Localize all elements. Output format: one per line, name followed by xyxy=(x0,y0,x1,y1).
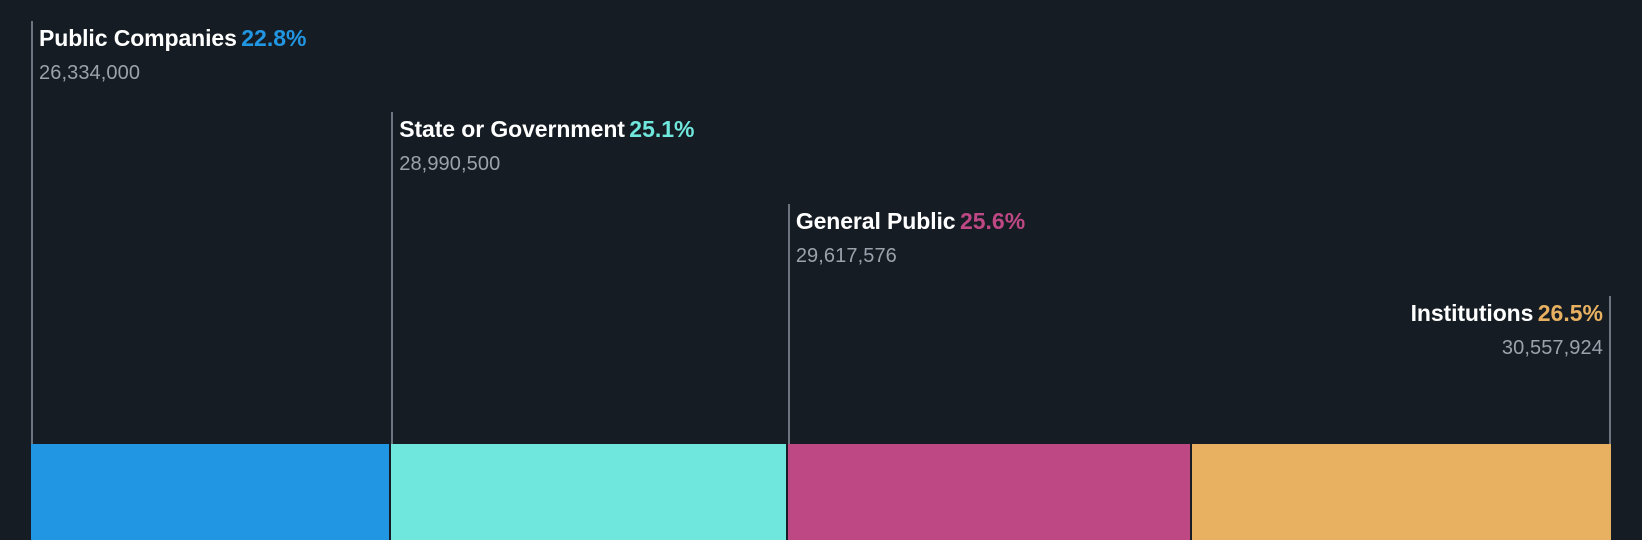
segment-value: 30,557,924 xyxy=(1501,337,1603,359)
segment-group-institutions[interactable]: Institutions 26.5% 30,557,924 xyxy=(1192,0,1611,540)
segment-label-public-companies: Public Companies 22.8% 26,334,000 xyxy=(39,25,307,84)
segment-value: 29,617,576 xyxy=(795,245,897,267)
segment-name: Institutions xyxy=(1410,300,1534,326)
segment-label-state-or-government: State or Government 25.1% 28,990,500 xyxy=(399,116,695,175)
bar-segment-state-or-government[interactable] xyxy=(391,444,786,540)
bar-segment-public-companies[interactable] xyxy=(31,444,390,540)
segment-group-general-public[interactable]: General Public 25.6% 29,617,576 xyxy=(787,0,1192,540)
segment-group-public-companies[interactable]: Public Companies 22.8% 26,334,000 xyxy=(31,0,391,540)
segment-group-state-or-government[interactable]: State or Government 25.1% 28,990,500 xyxy=(391,0,788,540)
bar-segment-general-public[interactable] xyxy=(787,444,1191,540)
segment-name: State or Government xyxy=(399,116,625,142)
segment-percent: 25.6% xyxy=(959,208,1026,234)
segment-percent: 26.5% xyxy=(1537,300,1603,326)
connector-line xyxy=(31,21,33,444)
segment-name: General Public xyxy=(795,208,956,234)
segment-percent: 25.1% xyxy=(629,116,695,142)
connector-line xyxy=(391,112,394,444)
bar-segment-institutions[interactable] xyxy=(1192,444,1611,540)
segment-value: 28,990,500 xyxy=(399,153,501,175)
segment-label-institutions: Institutions 26.5% 30,557,924 xyxy=(1410,300,1603,359)
segment-value: 26,334,000 xyxy=(39,62,141,84)
connector-line xyxy=(787,204,790,444)
segment-label-general-public: General Public 25.6% 29,617,576 xyxy=(795,208,1026,267)
connector-line xyxy=(1608,296,1611,444)
segment-name: Public Companies xyxy=(39,25,237,51)
segment-percent: 22.8% xyxy=(241,25,307,51)
